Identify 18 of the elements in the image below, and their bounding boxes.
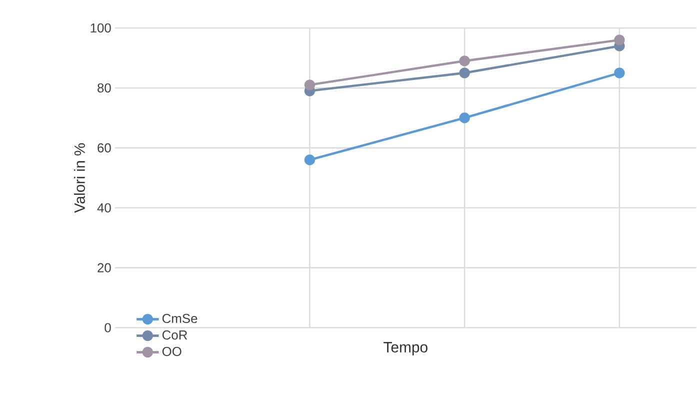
legend-label: OO — [162, 347, 182, 356]
y-tick-label: 60 — [98, 143, 111, 153]
point — [459, 68, 470, 78]
point — [304, 154, 316, 166]
y-tick-label: 20 — [98, 263, 111, 273]
point — [614, 68, 625, 78]
legend-label: CmSe — [162, 314, 198, 324]
point — [459, 112, 470, 124]
point — [459, 56, 470, 66]
legend-label: CoR — [162, 330, 188, 340]
y-tick-label: 40 — [97, 203, 111, 213]
y-axis-title: Valori in % — [74, 143, 85, 214]
y-tick-label: 80 — [98, 84, 111, 93]
point — [614, 34, 625, 46]
y-tick-label: 100 — [90, 24, 111, 33]
x-axis-title: Tempo — [384, 342, 428, 356]
y-tick-label: 0 — [104, 323, 111, 332]
point — [304, 80, 316, 90]
